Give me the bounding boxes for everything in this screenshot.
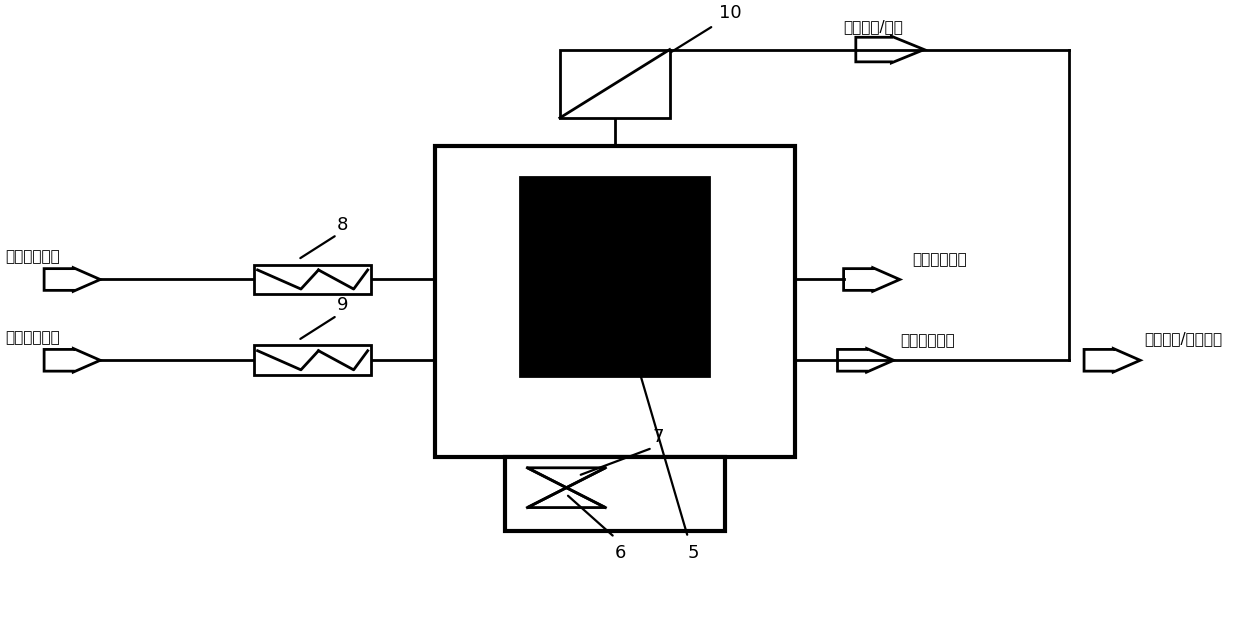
Text: 燃料气体进口: 燃料气体进口 xyxy=(5,249,60,264)
Bar xyxy=(520,177,709,376)
Text: 氧化气体进口: 氧化气体进口 xyxy=(5,330,60,344)
Text: 6: 6 xyxy=(615,544,626,562)
Bar xyxy=(254,345,371,375)
Text: 5: 5 xyxy=(688,544,699,562)
Bar xyxy=(254,265,371,295)
Text: 8: 8 xyxy=(337,216,348,233)
Text: 氧化气体/氮气出口: 氧化气体/氮气出口 xyxy=(1143,332,1221,346)
Text: 7: 7 xyxy=(652,428,663,446)
Text: 燃料气体出口: 燃料气体出口 xyxy=(911,252,967,267)
Bar xyxy=(559,49,670,118)
Bar xyxy=(505,456,724,531)
Bar xyxy=(435,146,795,456)
Text: 氧化气体出口: 氧化气体出口 xyxy=(900,333,955,348)
Text: 9: 9 xyxy=(337,296,348,314)
Text: 10: 10 xyxy=(719,4,742,22)
Text: 氧化气体/氮气: 氧化气体/氮气 xyxy=(843,19,904,34)
